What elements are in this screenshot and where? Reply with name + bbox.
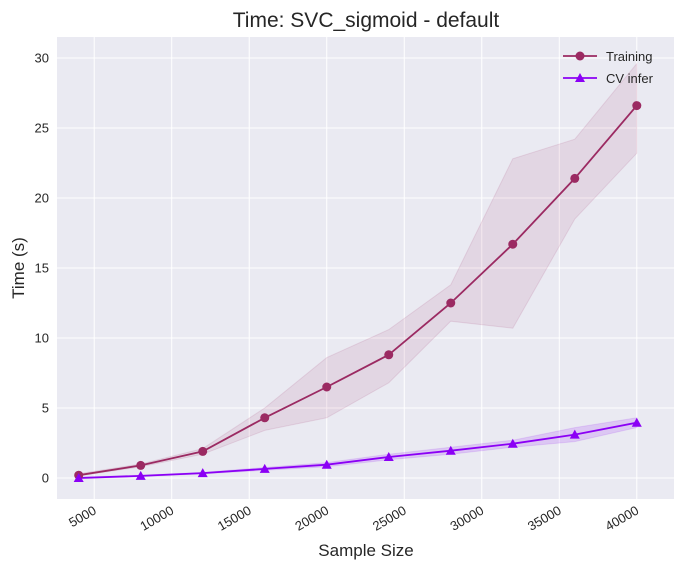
point-cv-infer xyxy=(445,445,456,455)
x-tick-labels: 5000 10000 15000 20000 25000 30000 35000 40000 xyxy=(66,503,641,534)
point-cv-infer xyxy=(383,452,394,461)
x-axis-label: Sample Size xyxy=(318,541,413,560)
legend-marker-training xyxy=(575,51,585,61)
point-training xyxy=(322,382,332,392)
series-markers xyxy=(73,101,642,482)
line-training xyxy=(78,105,638,477)
point-training xyxy=(632,101,642,111)
x-tick-label: 25000 xyxy=(370,503,409,534)
point-training xyxy=(446,298,456,308)
point-cv-infer xyxy=(259,463,270,473)
point-training xyxy=(260,413,270,423)
point-cv-infer xyxy=(631,417,642,427)
point-training xyxy=(136,460,146,470)
legend-marker-cv-infer xyxy=(575,73,585,82)
legend-label-training: Training xyxy=(606,49,652,64)
x-tick-label: 30000 xyxy=(447,503,486,534)
grid xyxy=(57,37,674,499)
point-training xyxy=(198,446,208,456)
y-tick-label: 10 xyxy=(35,331,49,346)
point-training xyxy=(508,239,518,249)
legend: Training CV infer xyxy=(563,49,654,86)
y-tick-label: 25 xyxy=(35,121,49,136)
x-tick-label: 20000 xyxy=(292,503,331,534)
y-tick-label: 5 xyxy=(42,401,49,416)
x-tick-label: 35000 xyxy=(525,503,564,534)
y-tick-labels: 0 5 10 15 20 25 30 xyxy=(35,51,49,486)
series-lines xyxy=(78,105,638,479)
x-tick-label: 10000 xyxy=(137,503,176,534)
point-training xyxy=(384,350,394,360)
point-cv-infer xyxy=(507,438,518,448)
y-axis-label: Time (s) xyxy=(9,237,28,299)
legend-item-cv-infer: CV infer xyxy=(563,71,654,86)
line-cv-infer xyxy=(78,421,637,479)
legend-label-cv-infer: CV infer xyxy=(606,71,654,86)
y-tick-label: 30 xyxy=(35,51,49,66)
x-tick-label: 40000 xyxy=(602,503,641,534)
point-cv-infer xyxy=(73,473,84,482)
y-tick-label: 0 xyxy=(42,471,49,486)
point-cv-infer xyxy=(569,429,580,439)
legend-item-training: Training xyxy=(563,49,652,64)
point-cv-infer xyxy=(135,470,146,480)
confidence-bands xyxy=(78,62,638,480)
point-training xyxy=(570,173,580,183)
point-cv-infer xyxy=(321,459,332,469)
x-tick-label: 15000 xyxy=(215,503,254,534)
y-tick-label: 20 xyxy=(35,191,49,206)
chart-title: Time: SVC_sigmoid - default xyxy=(233,9,500,32)
x-tick-label: 5000 xyxy=(66,503,99,530)
band-training xyxy=(78,62,638,477)
point-cv-infer xyxy=(197,468,208,478)
band-cv-infer xyxy=(78,417,638,480)
y-tick-label: 15 xyxy=(35,261,49,276)
